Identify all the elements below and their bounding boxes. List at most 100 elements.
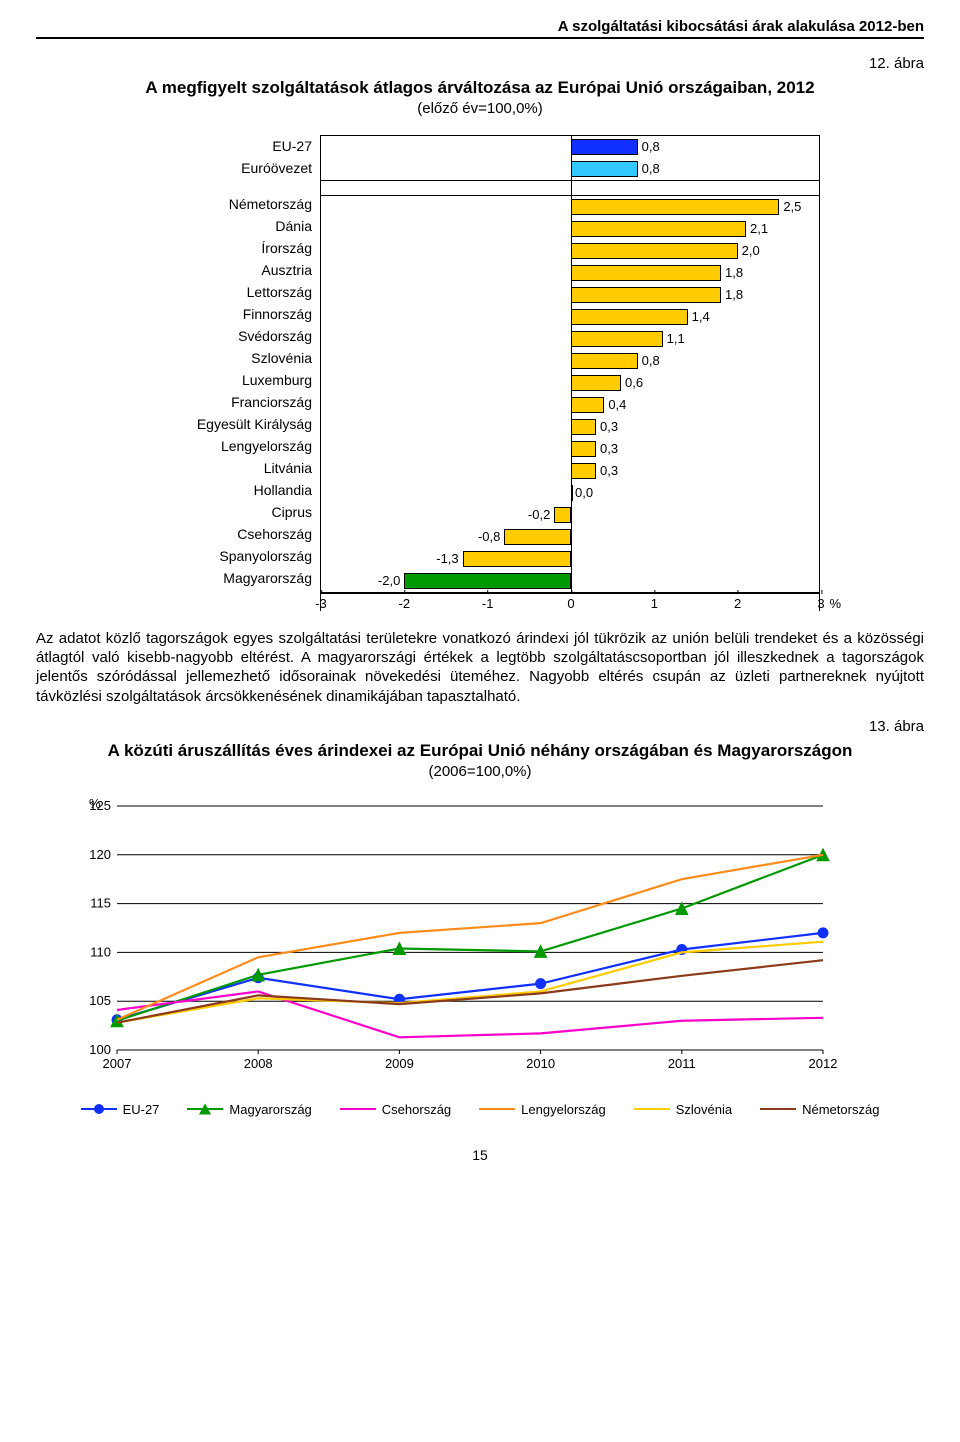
bar-value: 0,3 (600, 438, 618, 460)
svg-text:2007: 2007 (103, 1056, 132, 1071)
bar-label: Szlovénia (140, 347, 312, 369)
bar (571, 243, 738, 259)
svg-text:120: 120 (89, 847, 111, 862)
bar-label: Csehország (140, 523, 312, 545)
bar-label: Dánia (140, 215, 312, 237)
bar-label: Lengyelország (140, 435, 312, 457)
x-tick: 0 (567, 596, 574, 611)
svg-text:2008: 2008 (244, 1056, 273, 1071)
body-paragraph: Az adatot közlő tagországok egyes szolgá… (36, 629, 924, 706)
bar-label: EU-27 (140, 135, 312, 157)
x-tick: -3 (315, 596, 327, 611)
bar (571, 309, 688, 325)
bar-value: 1,8 (725, 262, 743, 284)
header-rule (36, 37, 924, 39)
bar (571, 287, 721, 303)
bar-value: 1,8 (725, 284, 743, 306)
bar-value: 0,8 (642, 136, 660, 158)
x-tick: -1 (482, 596, 494, 611)
fig12-subtitle: (előző év=100,0%) (36, 100, 924, 117)
svg-text:2009: 2009 (385, 1056, 414, 1071)
bar-label: Németország (140, 193, 312, 215)
bar-label: Svédország (140, 325, 312, 347)
svg-text:2011: 2011 (668, 1056, 696, 1071)
x-axis-unit: % (829, 596, 841, 611)
legend-label: Szlovénia (676, 1102, 732, 1117)
bar-label: Franciország (140, 391, 312, 413)
bar (571, 161, 638, 177)
bar-value: 0,3 (600, 460, 618, 482)
bar-value: -0,8 (478, 526, 500, 548)
bar-value: 0,6 (625, 372, 643, 394)
bar-value: 2,0 (742, 240, 760, 262)
bar (571, 441, 596, 457)
bar (504, 529, 571, 545)
bar-value: 2,1 (750, 218, 768, 240)
page-number: 15 (36, 1147, 924, 1163)
bar-value: -0,2 (528, 504, 550, 526)
bar-value: 1,4 (692, 306, 710, 328)
bar (571, 331, 663, 347)
bar-label: Hollandia (140, 479, 312, 501)
bar-value: 0,3 (600, 416, 618, 438)
x-tick: 1 (651, 596, 658, 611)
legend-item: Németország (760, 1102, 879, 1117)
bar-value: -1,3 (436, 548, 458, 570)
bar-value: 0,0 (575, 482, 593, 504)
bar-value: 0,8 (642, 158, 660, 180)
fig12-title: A megfigyelt szolgáltatások átlagos árvá… (36, 78, 924, 98)
bar-label: Egyesült Királyság (140, 413, 312, 435)
legend-item: Csehország (340, 1102, 451, 1117)
bar (571, 199, 779, 215)
svg-text:115: 115 (90, 895, 111, 910)
bar-label: Litvánia (140, 457, 312, 479)
bar (463, 551, 571, 567)
bar-label: Spanyolország (140, 545, 312, 567)
fig13-title: A közúti áruszállítás éves árindexei az … (36, 741, 924, 761)
svg-text:125: 125 (89, 798, 111, 813)
fig12-chart: EU-27Euróövezet NémetországDániaÍrország… (36, 135, 924, 611)
bar (571, 375, 621, 391)
legend-item: Magyarország (187, 1102, 311, 1117)
bar-label: Ciprus (140, 501, 312, 523)
legend-item: Szlovénia (634, 1102, 732, 1117)
bar-label: Ausztria (140, 259, 312, 281)
bar (571, 463, 596, 479)
svg-text:100: 100 (89, 1042, 111, 1057)
legend-label: Németország (802, 1102, 879, 1117)
bar (571, 397, 604, 413)
bar-label: Finnország (140, 303, 312, 325)
bar-label: Lettország (140, 281, 312, 303)
bar (554, 507, 571, 523)
series-line (117, 941, 823, 1022)
bar-label: Írország (140, 237, 312, 259)
bar (571, 221, 746, 237)
legend-item: Lengyelország (479, 1102, 606, 1117)
bar (571, 139, 638, 155)
bar (571, 419, 596, 435)
bar (571, 353, 638, 369)
legend-label: EU-27 (123, 1102, 160, 1117)
x-tick: 2 (734, 596, 741, 611)
x-tick: 3 (817, 596, 824, 611)
series-marker (676, 902, 688, 914)
bar (571, 485, 573, 501)
fig12-label: 12. ábra (36, 55, 924, 72)
svg-text:110: 110 (90, 944, 111, 959)
bar (404, 573, 571, 589)
bar-value: 1,1 (667, 328, 685, 350)
bar-label: Luxemburg (140, 369, 312, 391)
fig13-chart: %100105110115120125200720082009201020112… (36, 798, 924, 1088)
page-header: A szolgáltatási kibocsátási árak alakulá… (36, 18, 924, 35)
legend-label: Lengyelország (521, 1102, 606, 1117)
fig13-subtitle: (2006=100,0%) (36, 763, 924, 780)
bar-value: 0,8 (642, 350, 660, 372)
legend-item: EU-27 (81, 1102, 160, 1117)
series-marker (536, 978, 546, 988)
legend-label: Csehország (382, 1102, 451, 1117)
bar-value: 0,4 (608, 394, 626, 416)
x-tick: -2 (399, 596, 411, 611)
series-line (117, 933, 823, 1020)
fig13-label: 13. ábra (36, 718, 924, 735)
bar (571, 265, 721, 281)
